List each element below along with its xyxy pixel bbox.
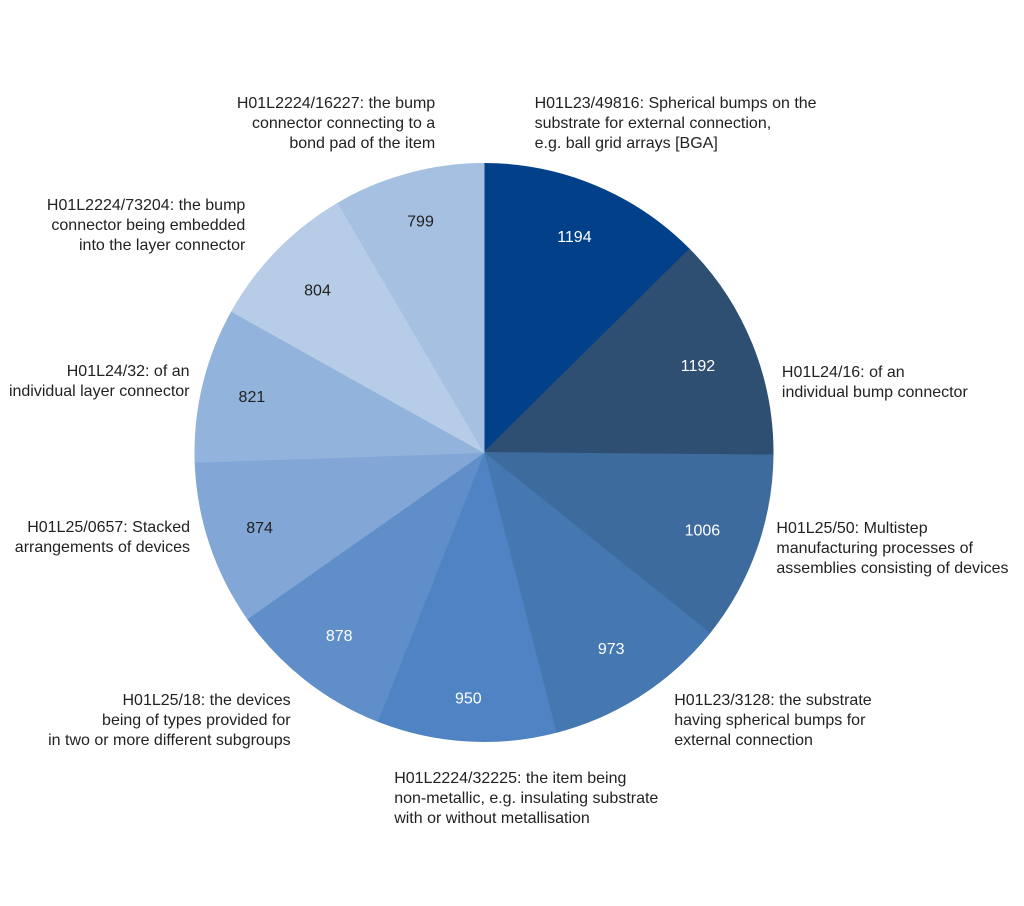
svg-text:973: 973 [598, 641, 625, 658]
svg-text:950: 950 [455, 690, 482, 707]
svg-text:874: 874 [246, 520, 273, 537]
svg-text:878: 878 [326, 628, 353, 645]
svg-text:1194: 1194 [557, 229, 592, 246]
svg-text:1006: 1006 [685, 523, 721, 540]
svg-text:804: 804 [304, 282, 331, 299]
svg-text:1192: 1192 [681, 358, 716, 375]
svg-text:799: 799 [407, 213, 434, 230]
svg-text:821: 821 [239, 389, 266, 406]
